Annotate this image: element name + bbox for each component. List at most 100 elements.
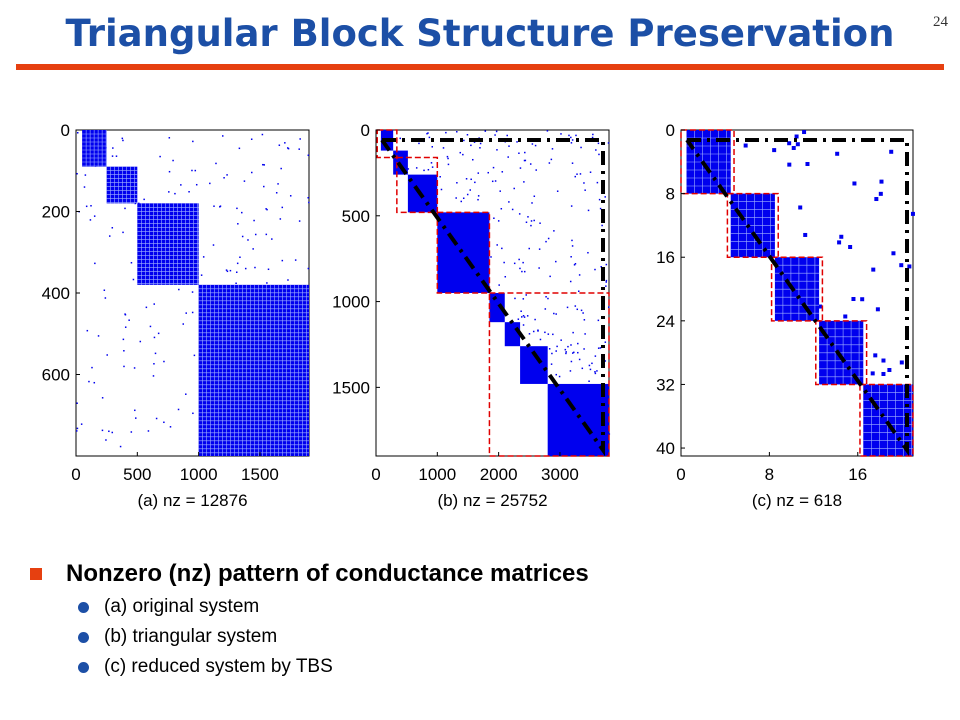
nonzero-dot	[587, 209, 590, 212]
nonzero-dot	[225, 269, 228, 271]
nonzero-dot	[494, 180, 497, 182]
nonzero-dot	[881, 371, 886, 376]
nonzero-dot	[124, 326, 127, 328]
y-tick-label: 600	[42, 366, 70, 385]
nonzero-dot	[294, 259, 297, 261]
dense-block	[106, 166, 138, 204]
nonzero-dot	[469, 189, 471, 191]
triangle-outline	[685, 138, 909, 457]
sub-bullet-b: (b) triangular system	[78, 626, 631, 648]
nonzero-dot	[560, 339, 562, 341]
nonzero-dot	[169, 426, 172, 428]
nonzero-dot	[494, 134, 496, 136]
nonzero-dot	[535, 169, 537, 171]
nonzero-dot	[533, 219, 535, 222]
nonzero-dot	[504, 275, 507, 278]
nonzero-dot	[213, 205, 215, 207]
nonzero-dot	[477, 172, 480, 174]
nonzero-dot	[537, 329, 539, 331]
nonzero-dot	[219, 205, 222, 207]
nonzero-dot	[544, 331, 546, 334]
nonzero-dot	[122, 231, 124, 234]
slide-number: 24	[933, 14, 948, 30]
x-tick-label: 8	[765, 465, 774, 484]
nonzero-dot	[532, 330, 535, 333]
nonzero-dot	[445, 131, 447, 134]
nonzero-dot	[539, 222, 541, 224]
nonzero-dot	[463, 139, 465, 142]
nonzero-dot	[265, 208, 267, 210]
nonzero-dot	[583, 319, 586, 321]
nonzero-dot	[595, 149, 597, 151]
nonzero-dot	[520, 310, 522, 312]
y-tick-label: 40	[656, 439, 675, 458]
nonzero-dot	[578, 358, 581, 361]
nonzero-dot	[159, 155, 161, 158]
nonzero-dot	[430, 162, 433, 164]
y-tick-label: 8	[666, 185, 675, 204]
nonzero-dot	[418, 142, 420, 145]
nonzero-dot	[497, 220, 500, 222]
nonzero-dot	[567, 345, 569, 348]
nonzero-dot	[241, 235, 244, 238]
nonzero-dot	[565, 352, 567, 355]
round-bullet-icon	[78, 632, 89, 643]
nonzero-dot	[860, 297, 865, 302]
nonzero-dot	[544, 308, 547, 310]
nonzero-dot	[870, 371, 875, 376]
nonzero-dot	[501, 171, 504, 173]
nonzero-dot	[284, 142, 286, 144]
nonzero-dot	[76, 172, 78, 175]
dashed-block-box	[815, 320, 868, 386]
nonzero-dot	[551, 148, 554, 150]
nonzero-dot	[484, 130, 487, 132]
nonzero-dot	[493, 217, 495, 219]
nonzero-dot	[578, 274, 581, 276]
nonzero-dot	[511, 208, 514, 211]
nonzero-dot	[244, 267, 247, 270]
nonzero-dot	[229, 269, 232, 272]
nonzero-dot	[531, 143, 534, 145]
nonzero-dot	[239, 256, 241, 258]
bullet-main: Nonzero (nz) pattern of conductance matr…	[30, 560, 589, 588]
nonzero-dot	[791, 145, 796, 150]
nonzero-dot	[124, 313, 126, 315]
nonzero-dot	[97, 335, 100, 337]
nonzero-dot	[577, 290, 580, 293]
nonzero-dot	[596, 181, 599, 184]
slide-title: Triangular Block Structure Preservation	[65, 12, 895, 55]
square-bullet-icon	[30, 568, 42, 580]
nonzero-dot	[470, 178, 472, 181]
nonzero-dot	[839, 234, 844, 239]
nonzero-dot	[604, 341, 607, 343]
nonzero-dot	[513, 187, 515, 190]
nonzero-dot	[874, 197, 879, 202]
nonzero-dot	[802, 130, 807, 135]
nonzero-dot	[122, 338, 125, 341]
nonzero-dot	[889, 149, 894, 154]
nonzero-dot	[520, 316, 523, 318]
nonzero-dot	[805, 161, 810, 166]
nonzero-dot	[163, 421, 165, 424]
nonzero-dot	[442, 147, 445, 149]
nonzero-dot	[212, 244, 215, 246]
nonzero-dot	[887, 367, 892, 372]
nonzero-dot	[581, 367, 584, 370]
nonzero-dot	[251, 171, 253, 174]
nonzero-dot	[534, 144, 537, 147]
nonzero-dot	[570, 136, 572, 139]
nonzero-dot	[553, 230, 555, 232]
nonzero-dot	[111, 227, 114, 229]
nonzero-dot	[570, 205, 573, 207]
y-tick-label: 1000	[332, 293, 370, 312]
nonzero-dot	[580, 146, 582, 149]
nonzero-dot	[550, 158, 553, 161]
nonzero-dot	[556, 345, 558, 348]
nonzero-dot	[531, 202, 533, 204]
dashed-block-box	[436, 211, 491, 294]
nonzero-dot	[180, 184, 182, 186]
nonzero-dot	[490, 256, 492, 258]
nonzero-dot	[525, 294, 527, 296]
x-tick-label: 1000	[180, 465, 218, 484]
nonzero-dot	[427, 168, 430, 171]
